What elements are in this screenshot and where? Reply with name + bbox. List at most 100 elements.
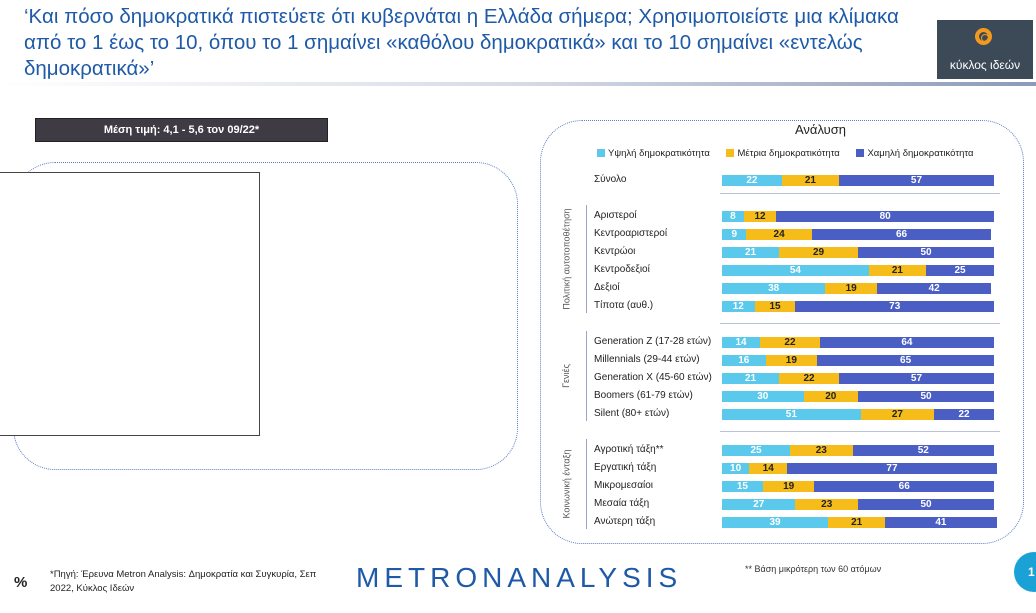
- row-label: Generation X (45-60 ετών): [594, 372, 712, 383]
- legend-swatch-low: [856, 149, 865, 158]
- left-chart-placeholder: [0, 172, 260, 436]
- legend-item-high: Υψηλή δημοκρατικότητα: [597, 148, 710, 159]
- legend-label-low: Χαμηλή δημοκρατικότητα: [867, 148, 974, 159]
- bar-segment-mid: 24: [746, 229, 812, 240]
- small-base-note: ** Βάση μικρότερη των 60 ατόμων: [745, 564, 882, 574]
- bar-segment-low: 64: [819, 337, 994, 348]
- bar-segment-low: 41: [885, 517, 997, 528]
- logo-text: κύκλος ιδεών: [949, 58, 1021, 72]
- bar-segment-low: 42: [877, 283, 992, 294]
- mean-value-box: Μέση τιμή: 4,1 - 5,6 τον 09/22*: [35, 118, 328, 142]
- percent-sign: %: [14, 574, 28, 591]
- bar-segment-mid: 22: [779, 373, 839, 384]
- row-label: Αγροτική τάξη**: [594, 444, 664, 455]
- bar-segment-high: 27: [722, 499, 796, 510]
- page-title: ‘Και πόσο δημοκρατικά πιστεύετε ότι κυβε…: [24, 5, 899, 80]
- bar-segment-mid: 23: [795, 499, 858, 510]
- bar-segment-mid: 29: [779, 247, 858, 258]
- bar-segment-low: 57: [838, 373, 994, 384]
- row-label: Μικρομεσαίοι: [594, 480, 653, 491]
- bar-segment-low: 57: [838, 175, 994, 186]
- bar-segment-high: 54: [722, 265, 869, 276]
- row-label: Εργατική τάξη: [594, 462, 657, 473]
- bar-segment-mid: 21: [828, 517, 886, 528]
- bar-segment-mid: 12: [743, 211, 777, 222]
- bar-segment-low: 80: [776, 211, 994, 222]
- bar-segment-high: 22: [722, 175, 782, 186]
- row-label: Ανώτερη τάξη: [594, 516, 656, 527]
- group-label: Πολιτική αυτοτοποθέτηση: [561, 208, 572, 310]
- legend-label-mid: Μέτρια δημοκρατικότητα: [737, 148, 840, 159]
- bar-segment-mid: 27: [860, 409, 935, 420]
- group-bracket: [586, 205, 587, 313]
- group-bracket: [586, 331, 587, 421]
- legend-item-low: Χαμηλή δημοκρατικότητα: [856, 148, 973, 159]
- bar-segment-high: 39: [722, 517, 829, 528]
- row-label: Σύνολο: [594, 174, 627, 185]
- bar-segment-low: 50: [858, 391, 994, 402]
- bar-segment-mid: 19: [765, 355, 818, 366]
- bar-segment-high: 21: [722, 247, 780, 258]
- row-label: Τίποτα (αυθ.): [594, 300, 654, 311]
- source-footnote: *Πηγή: Έρευνα Metron Analysis: Δημοκρατί…: [50, 569, 317, 594]
- metron-analysis-brand: METRONANALYSIS: [356, 562, 683, 593]
- bar-segment-mid: 14: [749, 463, 788, 474]
- row-label: Κεντρώοι: [594, 246, 636, 257]
- bar-segment-mid: 19: [762, 481, 815, 492]
- legend-swatch-mid: [726, 149, 735, 158]
- bar-segment-high: 10: [722, 463, 750, 474]
- bar-segment-mid: 15: [754, 301, 796, 312]
- chart-legend: Υψηλή δημοκρατικότητα Μέτρια δημοκρατικό…: [597, 148, 987, 159]
- analysis-panel: [540, 120, 1024, 544]
- bar-segment-mid: 21: [781, 175, 839, 186]
- bar-segment-low: 25: [926, 265, 994, 276]
- bar-segment-mid: 22: [760, 337, 820, 348]
- bar-segment-high: 12: [722, 301, 755, 312]
- bar-segment-low: 50: [858, 499, 994, 510]
- kyklos-ideon-logo: κύκλος ιδεών: [937, 20, 1033, 79]
- bar-segment-high: 38: [722, 283, 826, 294]
- group-separator: [720, 193, 1000, 194]
- row-label: Δεξιοί: [594, 282, 620, 293]
- bar-segment-high: 21: [722, 373, 780, 384]
- group-separator: [720, 431, 1000, 432]
- row-label: Μεσαία τάξη: [594, 498, 650, 509]
- row-label: Generation Z (17-28 ετών): [594, 336, 712, 347]
- bar-segment-high: 9: [722, 229, 747, 240]
- row-label: Millennials (29-44 ετών): [594, 354, 700, 365]
- bar-segment-high: 15: [722, 481, 763, 492]
- bar-segment-low: 66: [811, 229, 992, 240]
- group-label: Γενιές: [560, 364, 571, 388]
- bar-segment-mid: 23: [790, 445, 853, 456]
- page-number: 1: [1014, 552, 1036, 592]
- bar-segment-low: 65: [817, 355, 994, 366]
- bar-segment-high: 8: [722, 211, 744, 222]
- title-divider: [0, 82, 1036, 86]
- bar-segment-high: 14: [722, 337, 761, 348]
- bar-segment-high: 30: [722, 391, 804, 402]
- bar-segment-low: 22: [934, 409, 994, 420]
- legend-swatch-high: [597, 149, 605, 158]
- row-label: Silent (80+ ετών): [594, 408, 670, 419]
- bar-segment-high: 51: [722, 409, 861, 420]
- bar-segment-mid: 20: [803, 391, 858, 402]
- analysis-title: Ανάλυση: [795, 122, 847, 137]
- bar-segment-low: 66: [814, 481, 994, 492]
- bar-segment-high: 16: [722, 355, 766, 366]
- legend-item-mid: Μέτρια δημοκρατικότητα: [726, 148, 840, 159]
- bar-segment-mid: 19: [825, 283, 878, 294]
- bar-segment-low: 77: [787, 463, 997, 474]
- row-label: Κεντροδεξιοί: [594, 264, 650, 275]
- group-bracket: [586, 439, 587, 529]
- bar-segment-low: 73: [795, 301, 994, 312]
- logo-ring-icon: [975, 28, 992, 45]
- legend-label-high: Υψηλή δημοκρατικότητα: [608, 148, 710, 159]
- group-label: Κοινωνική ένταξη: [561, 449, 572, 519]
- bar-segment-mid: 21: [868, 265, 926, 276]
- bar-segment-low: 50: [858, 247, 994, 258]
- row-label: Κεντροαριστεροί: [594, 228, 668, 239]
- row-label: Boomers (61-79 ετών): [594, 390, 693, 401]
- row-label: Αριστεροί: [594, 210, 637, 221]
- bar-segment-low: 52: [852, 445, 994, 456]
- bar-segment-high: 25: [722, 445, 790, 456]
